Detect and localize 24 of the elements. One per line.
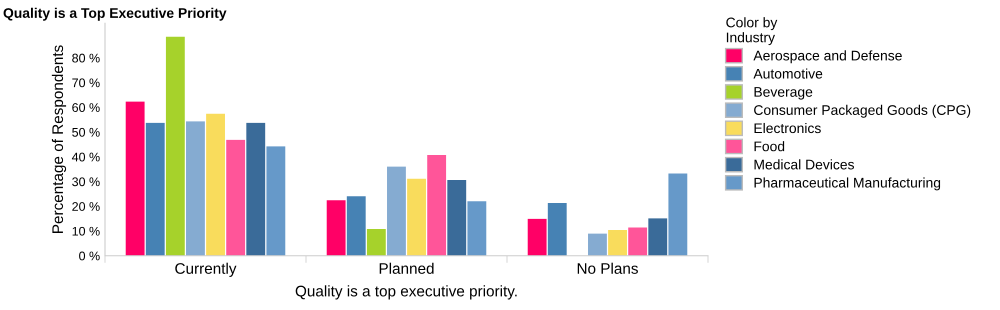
legend-title: Color by Industry bbox=[726, 17, 778, 46]
y-tick-label: 0 % bbox=[79, 252, 100, 260]
legend-label: Aerospace and Defense bbox=[753, 50, 902, 64]
y-tick-label: 50 % bbox=[72, 128, 100, 137]
chart-title: Quality is a Top Executive Priority bbox=[4, 8, 227, 21]
x-tick-label: No Plans bbox=[578, 262, 638, 274]
y-tick-label: 20 % bbox=[72, 202, 100, 211]
y-tick-label: 70 % bbox=[72, 78, 100, 88]
y-tick-label: 30 % bbox=[72, 177, 100, 186]
y-tick-label: 10 % bbox=[72, 226, 100, 236]
legend-label: Medical Devices bbox=[754, 159, 854, 170]
legend-label: Consumer Packaged Goods (CPG) bbox=[754, 104, 970, 118]
x-tick-label: Currently bbox=[175, 262, 236, 277]
y-tick-label: 40 % bbox=[72, 152, 100, 162]
x-axis-title: Quality is a top executive priority. bbox=[296, 285, 517, 300]
legend-label: Electronics bbox=[754, 122, 821, 134]
legend-label: Pharmaceutical Manufacturing bbox=[754, 177, 940, 190]
x-tick-label: Planned bbox=[380, 262, 434, 274]
legend-label: Food bbox=[754, 141, 784, 152]
legend-label: Beverage bbox=[754, 87, 812, 100]
legend-label: Automotive bbox=[753, 68, 822, 79]
y-tick-label: 80 % bbox=[72, 54, 100, 63]
y-tick-label: 60 % bbox=[72, 103, 100, 112]
y-axis-title: Percentage of Respondents bbox=[52, 45, 66, 233]
